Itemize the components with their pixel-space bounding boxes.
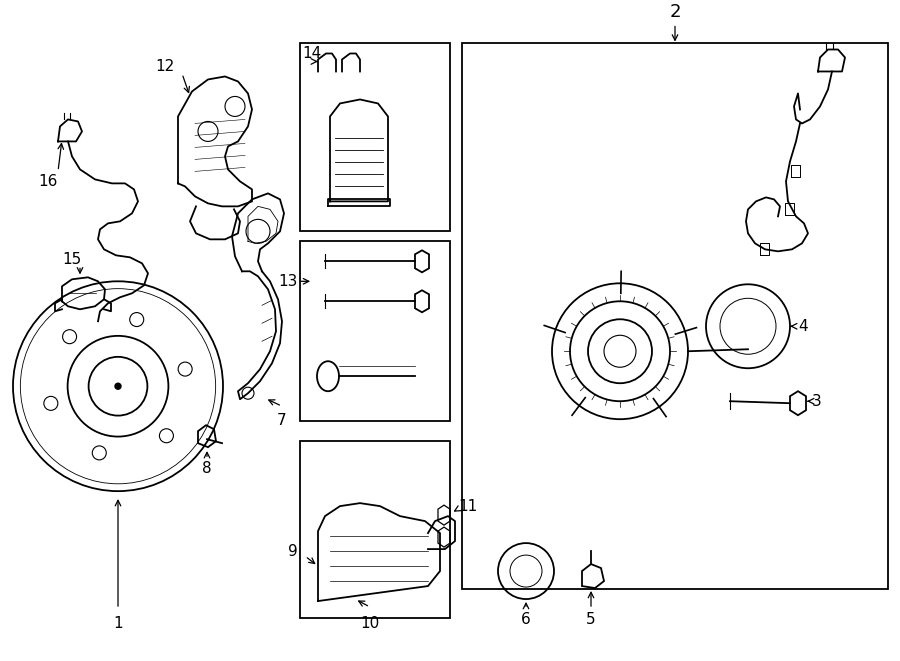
Text: 3: 3 — [812, 394, 822, 408]
Text: 6: 6 — [521, 611, 531, 627]
Text: 9: 9 — [288, 543, 298, 559]
Text: 7: 7 — [277, 413, 287, 428]
Text: 12: 12 — [156, 59, 175, 74]
Text: 10: 10 — [360, 616, 380, 631]
Text: 1: 1 — [113, 615, 122, 631]
Bar — [300, 441, 450, 618]
Bar — [300, 44, 450, 231]
Text: 13: 13 — [279, 274, 298, 289]
Text: 4: 4 — [798, 319, 807, 334]
Bar — [462, 44, 888, 589]
Text: 16: 16 — [39, 174, 58, 189]
Bar — [300, 241, 450, 421]
Text: 11: 11 — [458, 498, 477, 514]
Text: 2: 2 — [670, 3, 680, 20]
Text: 14: 14 — [302, 46, 321, 61]
Text: 15: 15 — [62, 252, 82, 267]
Text: 8: 8 — [202, 461, 211, 476]
Circle shape — [115, 383, 121, 389]
Text: 5: 5 — [586, 611, 596, 627]
